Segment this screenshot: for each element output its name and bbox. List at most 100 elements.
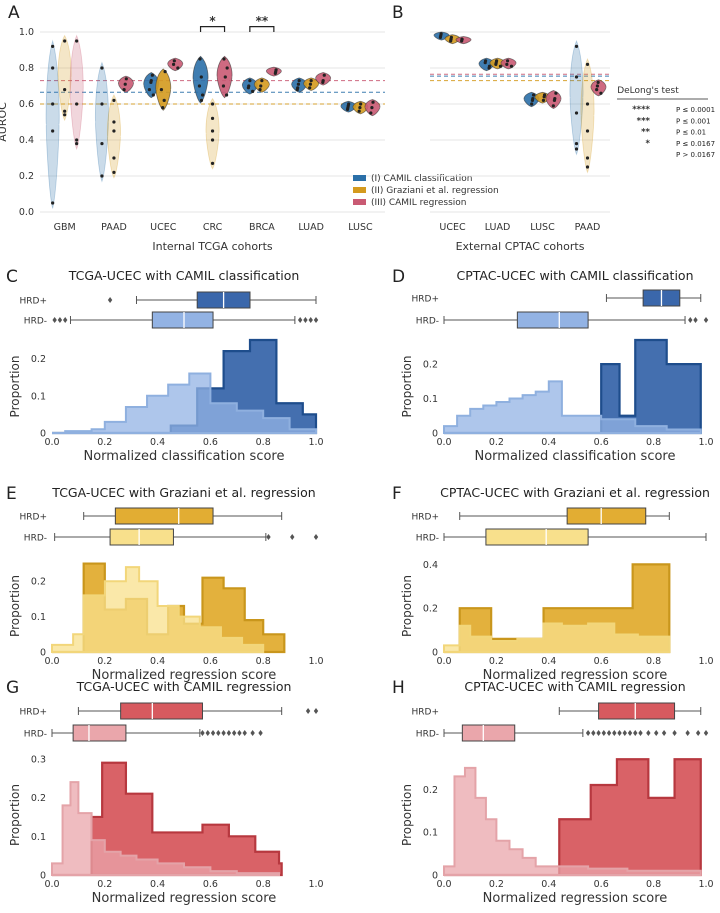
x-tick-label: CRC [203, 222, 223, 233]
data-point [112, 129, 116, 133]
data-point [210, 116, 215, 120]
box [72, 724, 127, 742]
violin-luad [315, 72, 332, 86]
y-tick-label: 0.4 [423, 560, 438, 571]
data-point [370, 106, 374, 110]
violin-paad [569, 39, 584, 156]
data-point [210, 102, 215, 106]
data-point [63, 39, 67, 43]
panel-letter: D [392, 267, 405, 287]
data-point [150, 73, 154, 77]
violin-crc [205, 97, 220, 170]
outlier [638, 730, 643, 736]
panel-letter: G [6, 678, 19, 698]
boxplot-hrd-pos: HRD+ [412, 289, 702, 307]
box-label: HRD+ [20, 708, 48, 718]
outlier [695, 730, 701, 736]
data-point [596, 80, 600, 84]
x-tick-label: 0.4 [150, 437, 165, 448]
data-point [357, 109, 361, 113]
data-point [201, 93, 205, 97]
data-point [75, 138, 79, 142]
x-axis-label: Normalized regression score [483, 891, 668, 906]
violin-crc [192, 55, 209, 104]
data-point [309, 79, 313, 83]
data-point [223, 75, 227, 79]
violin-gbm [69, 34, 84, 151]
boxplot-hrd-pos: HRD+ [412, 702, 702, 720]
histogram-hrd-neg [51, 781, 281, 876]
outlier [596, 730, 601, 736]
outlier [606, 730, 612, 736]
outlier [57, 317, 63, 323]
data-point [260, 79, 264, 83]
outlier [688, 317, 693, 323]
histogram-hrd-neg [52, 372, 317, 434]
x-tick-label: 0.0 [44, 879, 59, 890]
x-axis-label: Normalized regression score [92, 891, 277, 906]
outlier [693, 317, 698, 323]
data-point [531, 93, 536, 97]
panel-f: F CPTAC-UCEC with Graziani et al. regress… [392, 484, 714, 683]
y-tick-label: 0 [40, 648, 46, 659]
violin-paad [106, 94, 121, 179]
data-point [530, 98, 535, 102]
x-tick-label: PAAD [575, 222, 601, 233]
outlier [258, 730, 263, 736]
delong-stars: * [646, 139, 651, 149]
box-label: HRD- [24, 534, 47, 544]
boxplot-hrd-neg: HRD- [24, 311, 319, 329]
outlier [231, 730, 237, 736]
y-tick-label: 0.8 [19, 63, 34, 74]
data-point [498, 64, 503, 68]
outlier [303, 317, 308, 323]
data-point [51, 44, 55, 49]
violin-paad [94, 61, 109, 183]
outlier [585, 730, 591, 736]
x-tick-label: 0.2 [97, 437, 112, 448]
delong-text: P ≤ 0.0001 [676, 106, 715, 114]
data-point [509, 64, 514, 68]
x-axis-label: Normalized regression score [483, 668, 668, 683]
chart-title: TCGA-UCEC with CAMIL classification [68, 268, 300, 283]
outlier [672, 730, 677, 736]
data-point [221, 84, 226, 88]
data-point [225, 93, 229, 97]
data-point [100, 174, 104, 178]
data-point [295, 88, 299, 92]
y-tick-label: 0.3 [31, 754, 46, 765]
box-label: HRD- [416, 534, 439, 544]
data-point [225, 66, 229, 70]
data-point [63, 113, 67, 117]
box [109, 528, 174, 546]
data-point [574, 111, 579, 115]
data-point [505, 62, 509, 66]
x-tick-label: 0.2 [489, 879, 504, 890]
x-tick-label: 0.6 [203, 656, 218, 667]
x-tick-label: 0.2 [97, 656, 112, 667]
outlier [703, 317, 709, 323]
outlier [313, 317, 319, 323]
box-label: HRD+ [412, 708, 440, 718]
x-tick-label: 0.0 [436, 879, 451, 890]
y-tick-label: 0.4 [19, 135, 34, 146]
y-axis-label: AUROC [0, 102, 9, 142]
x-tick-label: UCEC [439, 222, 466, 233]
panel-letter: E [6, 484, 17, 504]
x-tick-label: 1.0 [698, 879, 713, 890]
y-tick-label: 0.2 [31, 354, 46, 365]
data-point [542, 95, 546, 99]
box [114, 507, 214, 525]
legend-label: (II) Graziani et al. regression [371, 186, 499, 196]
violin-ucec [455, 36, 472, 45]
data-point [161, 106, 165, 110]
box-label: HRD- [416, 730, 439, 740]
data-point [210, 129, 215, 133]
x-tick-label: 0.2 [97, 879, 112, 890]
box-label: HRD+ [20, 297, 48, 307]
data-point [585, 102, 590, 106]
y-tick-label: 0.6 [19, 99, 34, 110]
x-tick-label: 0.2 [489, 437, 504, 448]
legend-swatch [353, 199, 366, 205]
data-point [321, 80, 325, 84]
